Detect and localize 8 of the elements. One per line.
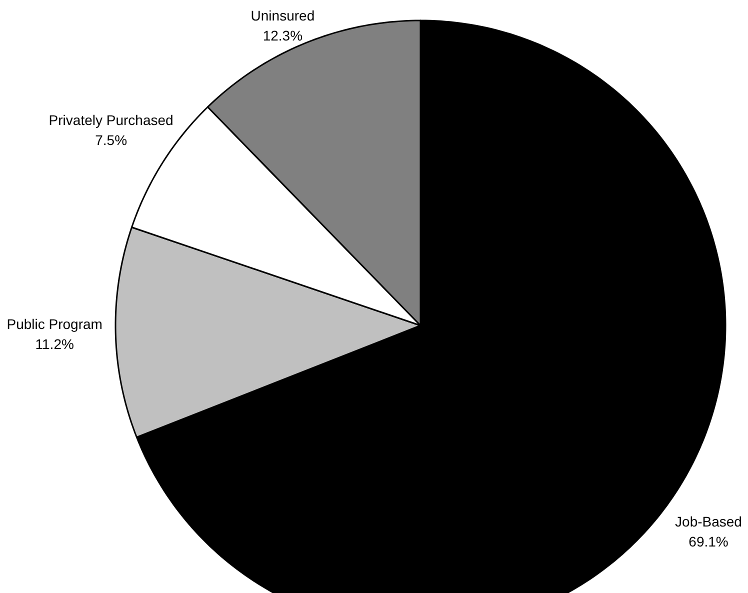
data-label: 12.3% bbox=[262, 28, 303, 44]
slice-label: Job-Based bbox=[675, 514, 742, 530]
slice-label: Public Program bbox=[6, 316, 102, 332]
data-label: 11.2% bbox=[35, 336, 74, 352]
data-label: 69.1% bbox=[688, 534, 728, 550]
slice-label: Uninsured bbox=[250, 8, 315, 24]
slice-label: Privately Purchased bbox=[48, 112, 174, 128]
data-label: 7.5% bbox=[95, 132, 128, 148]
